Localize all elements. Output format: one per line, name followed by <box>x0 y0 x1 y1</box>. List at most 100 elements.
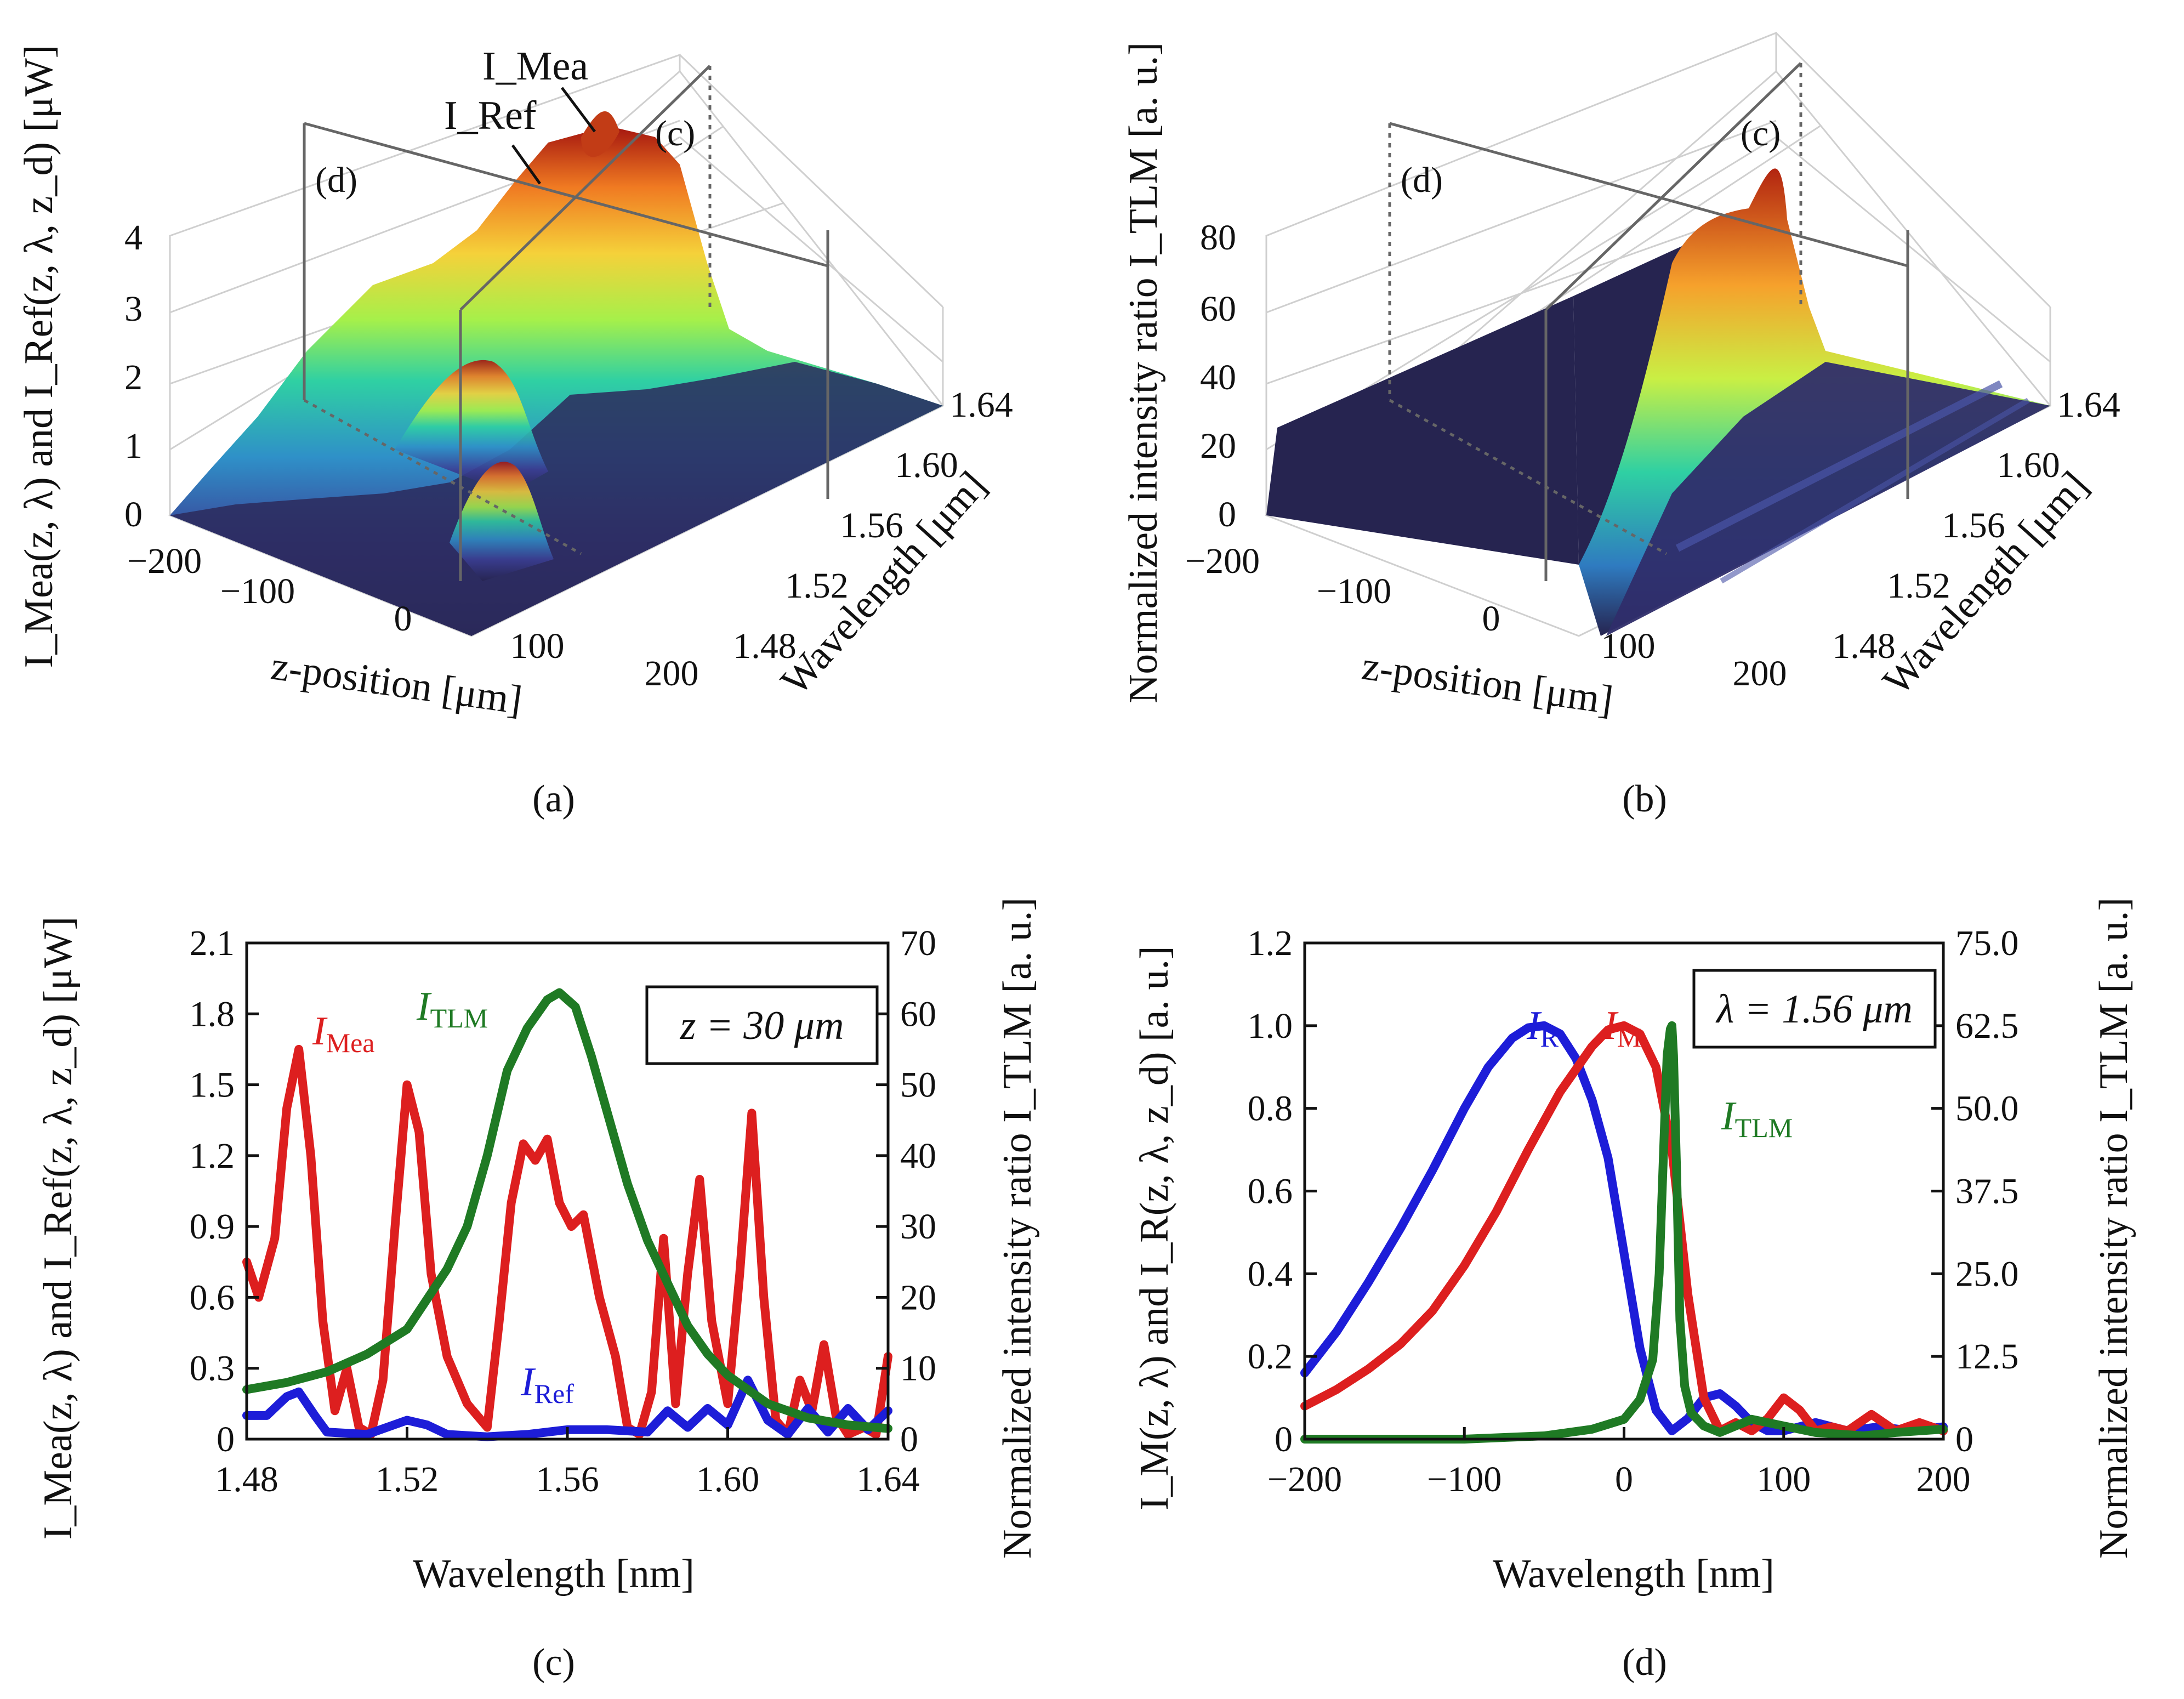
panel-a-annotation-ref: I_Ref <box>444 93 537 138</box>
panel-a-y-tick: 1.56 <box>840 505 903 546</box>
panel-a-y-tick: 1.48 <box>733 626 797 666</box>
chart-d-y2-tick-label: 25.0 <box>1955 1254 2019 1294</box>
panel-d-ylabel: I_M(z, λ) and I_R(z, λ, z_d) [a. u.] <box>1132 946 1177 1510</box>
panel-a-y-tick: 1.60 <box>895 445 958 485</box>
panel-a-z-tick: 0 <box>124 495 143 535</box>
panel-d-series-label-m: IM <box>1603 1003 1641 1053</box>
panel-b-surface <box>1266 168 2050 636</box>
chart-d-y-tick-label: 1.2 <box>1248 923 1293 963</box>
panel-b-y-tick: 1.56 <box>1942 505 2005 546</box>
panel-b-caption: (b) <box>1622 778 1667 820</box>
panel-a-x-tick: 200 <box>645 654 699 694</box>
panel-d-series-label-r: IR <box>1526 1003 1559 1053</box>
chart-d-series-i-tlm <box>1300 1021 1948 1444</box>
panel-d-legend: λ = 1.56 μm <box>1692 969 1937 1049</box>
chart-c-x-tick-label: 1.60 <box>696 1459 760 1499</box>
panel-a-z-tick: 4 <box>124 218 143 258</box>
panel-a-surface <box>170 111 943 636</box>
chart-c-y-tick-label: 0 <box>217 1419 235 1459</box>
chart-c-y-tick-label: 2.1 <box>190 923 235 963</box>
panel-a: 0 1 2 3 4 −200 −100 0 100 200 1.48 1.52 … <box>16 44 1013 820</box>
panel-b-x-tick: 0 <box>1482 599 1500 639</box>
chart-c-y-tick-label: 1.8 <box>190 994 235 1034</box>
chart-d-y2-tick-label: 50.0 <box>1955 1089 2019 1129</box>
panel-b-x-tick: 200 <box>1733 654 1787 694</box>
chart-c-y-tick-label: 0.6 <box>190 1277 235 1317</box>
chart-c-x-tick-label: 1.64 <box>856 1459 920 1499</box>
panel-b-y-tick: 1.52 <box>1887 566 1950 606</box>
panel-a-z-tick: 1 <box>124 426 143 466</box>
panel-b-y-tick: 1.64 <box>2057 385 2120 425</box>
panel-d: −200 −100 0 100 20000.20.40.60.81.01.2012.52… <box>1132 897 2136 1684</box>
panel-b-z-tick: 40 <box>1200 357 1236 397</box>
chart-d-y-tick-label: 1.0 <box>1248 1006 1293 1046</box>
panel-b-z-tick: 60 <box>1200 289 1236 329</box>
panel-a-x-tick: 100 <box>510 626 565 666</box>
panel-a-zlabel: I_Mea(z, λ) and I_Ref(z, λ, z_d) [μW] <box>16 45 61 668</box>
panel-c-series-label-mea: IMea <box>312 1009 375 1058</box>
chart-d-y2-tick-label: 0 <box>1955 1419 1973 1459</box>
panel-b-grid <box>1265 31 2052 637</box>
panel-b-xlabel: z-position [μm] <box>1359 644 1616 723</box>
chart-d-x-tick-label: 100 <box>1756 1459 1811 1499</box>
panel-c-ylabel: I_Mea(z, λ) and I_Ref(z, λ, z_d) [μW] <box>36 917 81 1540</box>
panel-a-z-tick: 3 <box>124 289 143 329</box>
panel-c-plot-area: 1.48 1.52 1.56 1.60 1.6400.30.60.91.21.51.82… <box>190 923 937 1499</box>
panel-b-z-tick: 20 <box>1200 426 1236 466</box>
chart-c-x-tick-label: 1.48 <box>215 1459 278 1499</box>
chart-c-y2-tick-label: 30 <box>900 1207 936 1247</box>
chart-d-x-tick-label: 200 <box>1916 1459 1971 1499</box>
panel-c-legend-text: z = 30 μm <box>680 1003 844 1048</box>
panel-a-x-tick: −100 <box>220 571 295 611</box>
panel-b-x-tick: −100 <box>1317 571 1391 611</box>
panel-a-y-tick: 1.52 <box>785 566 849 606</box>
panel-b-y-tick: 1.48 <box>1832 626 1896 666</box>
panel-a-z-tick: 2 <box>124 357 143 397</box>
panel-c-series-label-tlm: ITLM <box>416 984 488 1033</box>
chart-c-y-tick-label: 0.9 <box>190 1207 235 1247</box>
chart-d-y2-tick-label: 75.0 <box>1955 923 2019 963</box>
chart-c-y-tick-label: 1.2 <box>190 1136 235 1176</box>
panel-d-caption: (d) <box>1622 1641 1667 1684</box>
panel-c: 1.48 1.52 1.56 1.60 1.6400.30.60.91.21.51.82… <box>36 897 1040 1684</box>
panel-c-series-label-ref: IRef <box>520 1360 574 1409</box>
panel-a-x-tick: 0 <box>394 599 412 639</box>
panel-b-z-tick: 80 <box>1200 218 1236 258</box>
panel-a-annotation-arrow <box>561 87 596 133</box>
panel-a-plane-label-c: (c) <box>655 113 695 154</box>
chart-c-y2-tick-label: 40 <box>900 1136 936 1176</box>
chart-c-y2-tick-label: 0 <box>900 1419 918 1459</box>
chart-c-y2-tick-label: 60 <box>900 994 936 1034</box>
chart-c-series-i-mea <box>242 1044 892 1439</box>
panel-b-cut-planes <box>1388 62 1909 581</box>
chart-d-x-tick-label: −100 <box>1427 1459 1502 1499</box>
panel-d-plot-area: −200 −100 0 100 20000.20.40.60.81.01.2012.52… <box>1248 923 2019 1499</box>
panel-c-y2label: Normalized intensity ratio I_TLM [a. u.] <box>995 897 1040 1559</box>
panel-d-xlabel: Wavelength [nm] <box>1493 1552 1775 1596</box>
panel-c-xlabel: Wavelength [nm] <box>413 1552 695 1596</box>
chart-d-y2-tick-label: 37.5 <box>1955 1172 2019 1212</box>
chart-c-x-tick-label: 1.52 <box>376 1459 439 1499</box>
panel-b-x-tick: 100 <box>1601 626 1656 666</box>
panel-a-annotation-mea: I_Mea <box>482 44 588 89</box>
chart-c-y-tick-label: 0.3 <box>190 1349 235 1389</box>
chart-d-y-tick-label: 0.8 <box>1248 1089 1293 1129</box>
panel-a-caption: (a) <box>532 778 575 820</box>
panel-a-cut-planes <box>303 65 829 581</box>
chart-d-x-tick-label: −200 <box>1267 1459 1342 1499</box>
panel-a-annotation-arrow <box>511 144 542 185</box>
chart-c-y2-tick-label: 10 <box>900 1349 936 1389</box>
chart-c-series-i-tlm <box>242 988 892 1433</box>
chart-d-y2-tick-label: 12.5 <box>1955 1337 2019 1377</box>
chart-d-y-tick-label: 0.2 <box>1248 1337 1293 1377</box>
chart-c-y2-tick-label: 70 <box>900 923 936 963</box>
panel-a-x-tick: −200 <box>127 541 202 581</box>
chart-c-y-tick-label: 1.5 <box>190 1065 235 1105</box>
chart-d-y-tick-label: 0.4 <box>1248 1254 1293 1294</box>
panel-b-y-tick: 1.60 <box>1997 445 2060 485</box>
panel-a-y-tick: 1.64 <box>949 385 1013 425</box>
chart-d-y-tick-label: 0.6 <box>1248 1172 1293 1212</box>
panel-c-legend: z = 30 μm <box>645 985 879 1065</box>
panel-d-legend-text: λ = 1.56 μm <box>1715 987 1913 1032</box>
